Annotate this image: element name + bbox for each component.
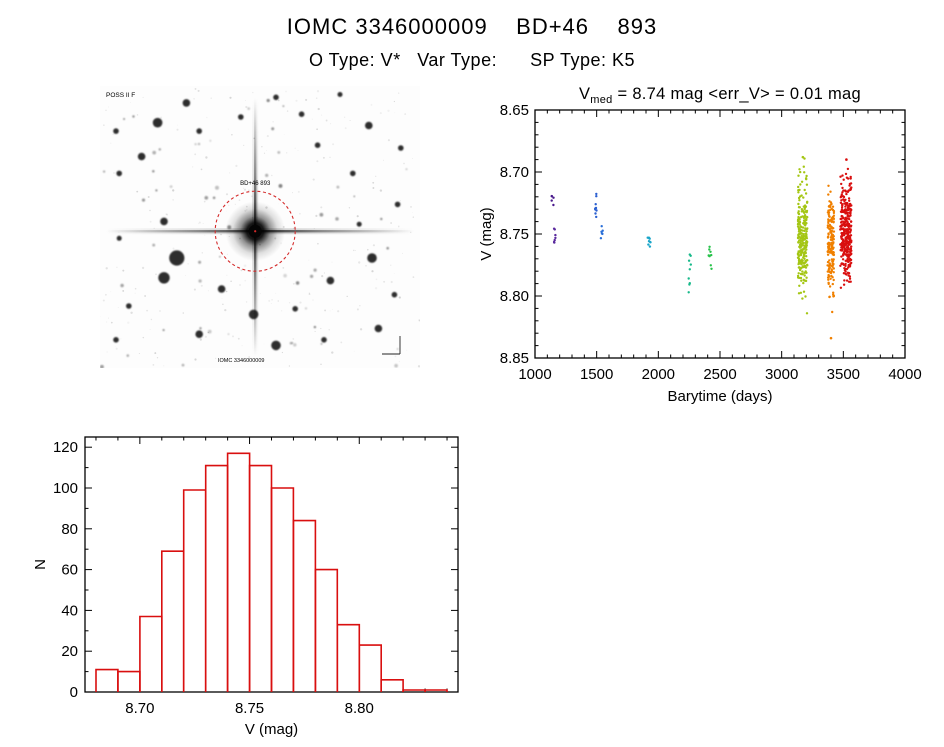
field-stars <box>113 92 404 351</box>
svg-text:8.75: 8.75 <box>500 226 529 243</box>
svg-text:20: 20 <box>61 643 78 660</box>
svg-text:100: 100 <box>53 480 78 497</box>
svg-text:2500: 2500 <box>703 366 736 383</box>
axis-tick-labels: 8.70 8.75 8.80 0 20 40 60 80 100 120 <box>53 439 374 717</box>
target-annotation: BD+46 893 <box>240 181 271 187</box>
compass-icon <box>382 336 401 355</box>
svg-text:1000: 1000 <box>518 366 551 383</box>
plot-frame <box>534 109 906 359</box>
scatter-points <box>550 155 853 340</box>
target-circle <box>214 190 296 272</box>
svg-text:8.65: 8.65 <box>500 102 529 119</box>
y-axis-label: V (mag) <box>478 207 495 260</box>
star-field-image: BD+46 893 POSS II F IOMC 3346000009 <box>99 86 421 369</box>
svg-text:1500: 1500 <box>580 366 613 383</box>
axis-tick-labels: 1000 1500 2000 2500 3000 3500 4000 8.65 8.70 8.75… <box>500 102 922 383</box>
svg-text:0: 0 <box>70 684 78 701</box>
histogram-bars <box>95 452 448 692</box>
svg-text:40: 40 <box>61 602 78 619</box>
finder-chart-panel: BD+46 893 POSS II F IOMC 3346000009 <box>99 86 421 369</box>
histogram-plot: 8.70 8.75 8.80 0 20 40 60 80 100 120 V (mag) N <box>32 436 459 738</box>
svg-text:8.80: 8.80 <box>500 288 529 305</box>
svg-text:2000: 2000 <box>642 366 675 383</box>
page-subtitle: O Type: V* Var Type: SP Type: K5 <box>308 50 635 70</box>
axis-ticks <box>534 109 906 359</box>
svg-text:60: 60 <box>61 562 78 579</box>
svg-text:8.70: 8.70 <box>125 700 154 717</box>
target-marker <box>254 230 257 233</box>
lightcurve-title: Vmed = 8.74 mag <err_V> = 0.01 mag <box>579 85 861 106</box>
svg-text:3000: 3000 <box>765 366 798 383</box>
svg-text:8.70: 8.70 <box>500 164 529 181</box>
image-grain <box>99 87 421 369</box>
survey-label: POSS II F <box>106 92 135 99</box>
histogram-panel: 8.70 8.75 8.80 0 20 40 60 80 100 120 V (mag) N <box>30 428 480 740</box>
svg-text:80: 80 <box>61 521 78 538</box>
svg-text:8.80: 8.80 <box>345 700 374 717</box>
x-axis-label: Barytime (days) <box>667 388 772 405</box>
svg-text:120: 120 <box>53 439 78 456</box>
y-axis-label: N <box>32 559 49 570</box>
svg-text:8.75: 8.75 <box>235 700 264 717</box>
page-title: IOMC 3346000009 BD+46 893 <box>286 14 658 39</box>
lightcurve-panel: Vmed = 8.74 mag <err_V> = 0.01 mag 1000 15… <box>478 84 938 414</box>
svg-text:3500: 3500 <box>827 366 860 383</box>
lightcurve-plot: Vmed = 8.74 mag <err_V> = 0.01 mag 1000 15… <box>478 85 922 405</box>
svg-text:8.85: 8.85 <box>500 350 529 367</box>
plate-label: IOMC 3346000009 <box>218 358 264 364</box>
svg-text:4000: 4000 <box>888 366 921 383</box>
x-axis-label: V (mag) <box>245 721 298 738</box>
